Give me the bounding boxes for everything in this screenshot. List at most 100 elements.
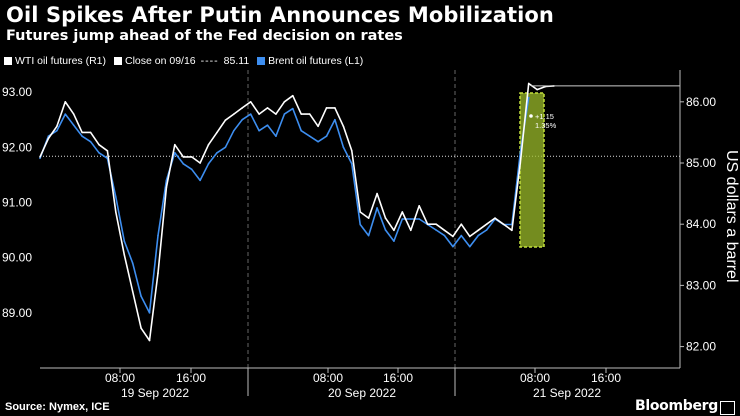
wti-series-line-point bbox=[426, 223, 429, 226]
brent-series-line-point bbox=[275, 135, 277, 138]
wti-series-line-point bbox=[216, 131, 218, 134]
left-tick-label: 93.00 bbox=[2, 85, 32, 99]
wti-series-line-point bbox=[325, 107, 328, 109]
wti-series-line-point bbox=[207, 143, 210, 146]
annotation-percent: 1.35% bbox=[535, 121, 557, 130]
brent-series-line-point bbox=[477, 234, 479, 237]
wti-series-line-point bbox=[283, 101, 286, 103]
brent-series-line-point bbox=[334, 118, 336, 121]
x-tick-label: 16:00 bbox=[176, 371, 206, 385]
wti-series-line-point bbox=[317, 125, 319, 128]
brent-series-line-point bbox=[300, 129, 303, 132]
brent-series-line-point bbox=[224, 146, 227, 149]
brent-series-line-point bbox=[325, 135, 328, 138]
wti-series-line-point bbox=[384, 217, 387, 219]
wti-series-line-point bbox=[511, 229, 513, 232]
brent-series-line-point bbox=[460, 234, 463, 237]
brent-series-line-point bbox=[233, 129, 235, 132]
legend-item-close: Close on 09/16 ---- 85.11 bbox=[114, 55, 249, 67]
wti-series-line-point bbox=[452, 235, 454, 238]
wti-series-line-point bbox=[275, 113, 277, 115]
wti-series-line-point bbox=[233, 113, 235, 115]
wti-series-line-point bbox=[106, 149, 109, 152]
left-tick-label: 92.00 bbox=[2, 140, 32, 154]
wti-series-line-point bbox=[199, 162, 201, 164]
x-tick-label: 08:00 bbox=[313, 371, 343, 385]
wti-series-line-point bbox=[98, 143, 100, 146]
wti-series-line-point bbox=[190, 156, 193, 158]
legend-label-wti: WTI oil futures (R1) bbox=[15, 55, 107, 67]
brent-series-line-point bbox=[527, 96, 530, 99]
wti-series-line-point bbox=[47, 137, 50, 140]
wti-series-line-point bbox=[443, 229, 446, 232]
brent-series-line-point bbox=[98, 151, 100, 154]
wti-series-line bbox=[39, 82, 555, 342]
source-note: Source: Nymex, ICE bbox=[5, 401, 110, 413]
wti-series-line-point bbox=[300, 113, 303, 115]
legend-swatch-wti bbox=[4, 57, 12, 65]
wti-series-line-point bbox=[165, 186, 168, 189]
x-tick-label: 08:00 bbox=[105, 371, 135, 385]
brent-series-line-point bbox=[435, 229, 437, 231]
brent-series-line-point bbox=[216, 151, 218, 154]
brent-series-line-point bbox=[350, 163, 353, 165]
wti-series-line-point bbox=[334, 107, 336, 109]
wti-series-line-point bbox=[89, 131, 92, 134]
brent-series-line-point bbox=[174, 151, 176, 154]
wti-series-line-point bbox=[468, 235, 471, 238]
wti-series-line-point bbox=[140, 327, 142, 330]
brent-series-line-point bbox=[266, 124, 269, 126]
chart-subtitle: Futures jump ahead of the Fed decision o… bbox=[6, 28, 403, 44]
brent-series-line-point bbox=[485, 229, 488, 231]
brent-series-line-point bbox=[308, 135, 311, 138]
wti-series-line-point bbox=[435, 223, 437, 226]
wti-series-line-point bbox=[39, 156, 41, 158]
legend: WTI oil futures (R1) Close on 09/16 ----… bbox=[4, 55, 371, 67]
wti-series-line-point bbox=[485, 223, 488, 226]
brent-series-line-point bbox=[241, 118, 244, 121]
wti-series-line-point bbox=[148, 339, 151, 342]
wti-series-line-point bbox=[123, 253, 126, 256]
legend-swatch-brent bbox=[257, 57, 266, 65]
wti-series-line-point bbox=[157, 272, 159, 274]
brent-series-line-point bbox=[89, 140, 92, 143]
legend-label-brent: Brent oil futures (L1) bbox=[268, 55, 364, 67]
annotation-dot bbox=[529, 114, 533, 118]
brent-series-line-point bbox=[443, 234, 446, 237]
wti-series-line-point bbox=[359, 211, 362, 213]
spike-highlight-box bbox=[519, 92, 545, 248]
wti-series-line-point bbox=[376, 192, 378, 195]
wti-series-line-point bbox=[494, 217, 496, 219]
wti-series-line-point bbox=[418, 205, 421, 207]
wti-series-line-point bbox=[409, 229, 412, 232]
right-tick-label: 86.00 bbox=[686, 95, 716, 109]
brent-series-line-point bbox=[384, 229, 387, 231]
wti-series-line-point bbox=[131, 290, 134, 293]
wti-series-line-point bbox=[115, 211, 117, 213]
brent-series-line-point bbox=[409, 218, 412, 220]
day-label: 20 Sep 2022 bbox=[328, 386, 396, 400]
brent-series-line-point bbox=[72, 124, 75, 126]
wti-series-line-point bbox=[182, 156, 185, 158]
brent-series-line-point bbox=[182, 163, 185, 165]
right-axis-label: US dollars a barrel bbox=[723, 150, 740, 283]
wti-series-line-point bbox=[519, 162, 522, 164]
legend-swatch-close bbox=[114, 57, 123, 65]
wti-series-line-point bbox=[536, 88, 538, 91]
day-label: 19 Sep 2022 bbox=[121, 386, 189, 400]
brent-series-line-point bbox=[367, 234, 370, 237]
left-tick-label: 91.00 bbox=[2, 195, 32, 209]
brent-series-line-point bbox=[376, 207, 378, 209]
brent-series-line-point bbox=[140, 295, 142, 298]
left-tick-label: 89.00 bbox=[2, 306, 32, 320]
brent-series-line-point bbox=[56, 129, 58, 132]
brent-series-line-point bbox=[81, 135, 83, 138]
right-tick-label: 84.00 bbox=[686, 217, 716, 231]
brent-series-line-point bbox=[148, 312, 151, 314]
brent-series-line-point bbox=[123, 240, 126, 242]
brent-series-line-point bbox=[468, 245, 471, 248]
brent-series-line-point bbox=[199, 179, 201, 182]
brent-series-line-point bbox=[165, 179, 168, 182]
wti-series-line-point bbox=[460, 223, 463, 226]
wti-series-line-point bbox=[527, 82, 530, 85]
